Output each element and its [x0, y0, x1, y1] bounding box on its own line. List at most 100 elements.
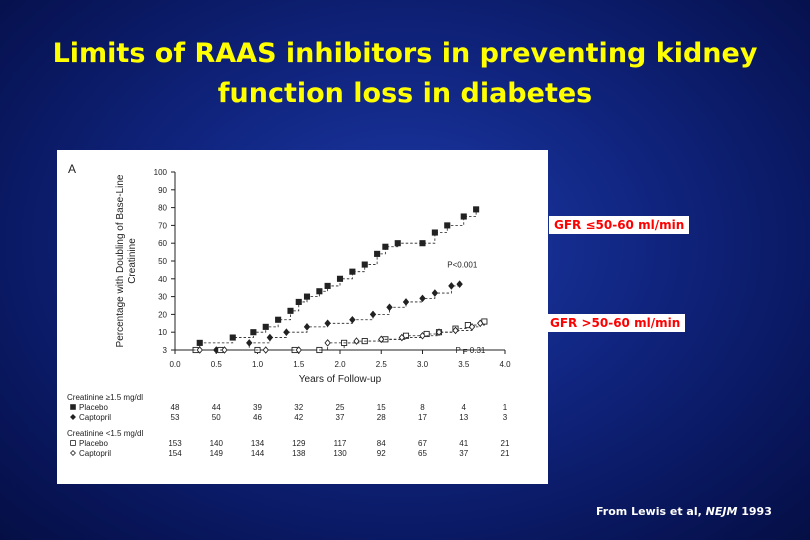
lower-brace-icon	[517, 309, 529, 333]
risk-cell: 17	[418, 413, 427, 422]
citation-journal: NEJM	[705, 505, 738, 518]
data-point	[431, 289, 439, 297]
panel-label: A	[68, 162, 76, 176]
data-point	[419, 294, 426, 303]
data-point	[246, 339, 253, 347]
data-point	[262, 346, 269, 354]
x-tick-label: 1.5	[293, 360, 305, 369]
risk-cell: 50	[212, 413, 221, 422]
data-point	[468, 323, 476, 331]
y-axis-label: Percentage with Doubling of Base-LineCre…	[115, 174, 138, 347]
data-point	[303, 323, 311, 331]
x-tick-label: 0.5	[211, 360, 223, 369]
data-point	[419, 240, 426, 247]
x-tick-label: 3.0	[417, 360, 429, 369]
slide-title: Limits of RAAS inhibitors in preventing …	[40, 34, 770, 114]
data-point	[460, 213, 467, 220]
citation: From Lewis et al, NEJM 1993	[596, 505, 772, 518]
p-value-annotation: P = 0.31	[456, 346, 486, 355]
data-point	[456, 280, 463, 288]
y-tick-label: 100	[154, 168, 168, 177]
data-point	[419, 331, 426, 340]
callout-high-gfr: GFR >50-60 ml/min	[545, 314, 686, 332]
risk-cell: 21	[501, 449, 510, 458]
risk-cell: 144	[251, 449, 265, 458]
risk-cell: 8	[420, 403, 425, 412]
y-tick-label: 40	[158, 275, 167, 284]
risk-cell: 138	[292, 449, 306, 458]
risk-cell: 153	[168, 439, 182, 448]
data-point	[374, 250, 381, 257]
data-point	[262, 323, 269, 330]
data-point	[324, 319, 331, 328]
data-point	[221, 346, 228, 354]
upper-brace-icon	[521, 206, 539, 284]
data-point	[287, 307, 294, 314]
risk-cell: 3	[503, 413, 508, 422]
risk-row-label: Placebo	[79, 403, 108, 412]
risk-cell: 1	[503, 403, 508, 412]
data-point	[394, 240, 401, 247]
risk-cell: 4	[462, 403, 467, 412]
risk-cell: 53	[171, 413, 180, 422]
y-tick-label: 90	[158, 186, 167, 195]
x-tick-label: 1.0	[252, 360, 264, 369]
risk-row-label: Captopril	[79, 449, 111, 458]
data-point	[266, 333, 274, 342]
risk-cell: 149	[210, 449, 224, 458]
data-point	[324, 282, 331, 289]
risk-cell: 140	[210, 439, 224, 448]
legend-marker	[70, 414, 76, 420]
y-tick-label: 20	[158, 310, 167, 319]
data-point	[283, 328, 290, 337]
data-point	[386, 303, 393, 312]
risk-cell: 32	[294, 403, 303, 412]
survival-chart: A 3 10 20 30 40 50 60 70 80 90 100 0.0 0.5 1.0 1.5 2.0 2.…	[67, 162, 511, 458]
x-tick-label: 2.5	[376, 360, 388, 369]
data-point	[402, 298, 410, 306]
data-point	[349, 268, 356, 275]
data-point	[382, 243, 389, 250]
risk-cell: 67	[418, 439, 427, 448]
legend-marker	[70, 440, 76, 446]
legend-marker	[70, 404, 76, 410]
x-tick-label: 3.5	[458, 360, 470, 369]
y-tick-label: 30	[158, 293, 167, 302]
risk-cell: 84	[377, 439, 386, 448]
risk-cell: 65	[418, 449, 427, 458]
data-point	[477, 319, 484, 328]
data-point	[316, 288, 323, 295]
x-tick-label: 0.0	[169, 360, 181, 369]
risk-cell: 28	[377, 413, 386, 422]
risk-cell: 48	[171, 403, 180, 412]
series-line	[175, 321, 485, 351]
risk-cell: 37	[336, 413, 345, 422]
risk-group-title: Creatinine <1.5 mg/dl	[67, 429, 143, 438]
data-point	[361, 261, 368, 268]
risk-cell: 42	[294, 413, 303, 422]
risk-cell: 129	[292, 439, 306, 448]
data-point	[349, 315, 356, 324]
data-point	[324, 339, 331, 347]
x-tick-label: 2.0	[334, 360, 346, 369]
risk-group-title: Creatinine ≥1.5 mg/dl	[67, 393, 143, 402]
data-point	[369, 310, 377, 319]
data-point	[295, 298, 302, 305]
risk-cell: 25	[336, 403, 345, 412]
slide-title-line-2: function loss in diabetes	[217, 78, 593, 109]
y-tick-label: 70	[158, 221, 167, 230]
data-point	[444, 222, 451, 229]
risk-cell: 117	[334, 439, 347, 448]
data-point	[398, 333, 406, 342]
data-point	[473, 206, 480, 213]
data-point	[229, 334, 236, 341]
data-point	[378, 335, 385, 344]
risk-row-label: Placebo	[79, 439, 108, 448]
data-point	[431, 229, 438, 236]
figure-panel: A 3 10 20 30 40 50 60 70 80 90 100 0.0 0.5 1.0 1.5 2.0 2.…	[57, 150, 548, 484]
callout-low-gfr: GFR ≤50-60 ml/min	[549, 216, 690, 234]
risk-cell: 44	[212, 403, 221, 412]
y-tick-label: 10	[158, 328, 167, 337]
data-point	[275, 316, 282, 323]
data-point	[250, 329, 257, 336]
